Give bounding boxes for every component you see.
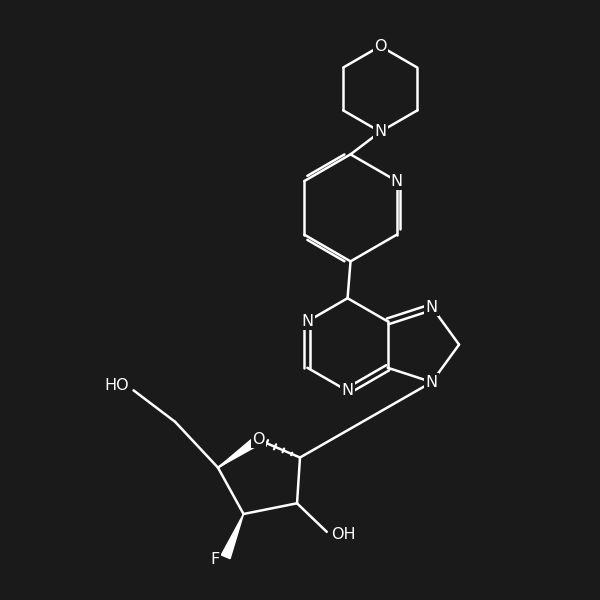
Text: O: O: [252, 432, 265, 447]
Text: N: N: [341, 383, 353, 398]
Text: N: N: [374, 124, 386, 139]
Polygon shape: [218, 436, 261, 467]
Text: OH: OH: [331, 527, 356, 542]
Polygon shape: [221, 514, 244, 559]
Text: N: N: [426, 374, 438, 389]
Text: N: N: [301, 314, 313, 329]
Text: O: O: [374, 38, 386, 53]
Text: N: N: [426, 299, 438, 314]
Text: N: N: [391, 173, 403, 188]
Text: F: F: [211, 552, 220, 567]
Text: HO: HO: [104, 378, 129, 393]
